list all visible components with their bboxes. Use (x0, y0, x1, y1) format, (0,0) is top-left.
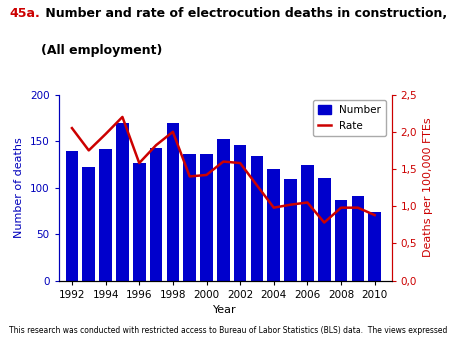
Bar (267, 169, 280, 281)
Y-axis label: Number of deaths: Number of deaths (14, 137, 24, 238)
Y-axis label: Deaths per 100,000 FTEs: Deaths per 100,000 FTEs (423, 118, 433, 258)
Bar (318, 178, 331, 281)
Text: (All employment): (All employment) (41, 44, 163, 57)
Bar (351, 196, 364, 281)
Bar (200, 154, 213, 281)
Bar (369, 212, 381, 281)
X-axis label: Year: Year (213, 305, 237, 315)
Text: 45a.: 45a. (9, 7, 40, 20)
Bar (166, 123, 179, 281)
Bar (301, 165, 314, 281)
Bar (335, 200, 347, 281)
Bar (82, 167, 95, 281)
Bar (251, 156, 263, 281)
Legend: Number, Rate: Number, Rate (313, 100, 386, 136)
Text: This research was conducted with restricted access to Bureau of Labor Statistics: This research was conducted with restric… (9, 325, 450, 335)
Bar (234, 145, 247, 281)
Bar (184, 154, 196, 281)
Bar (284, 179, 297, 281)
Bar (116, 123, 129, 281)
Bar (150, 148, 162, 281)
Bar (99, 149, 112, 281)
Text: Number and rate of electrocution deaths in construction, 1992-2010: Number and rate of electrocution deaths … (41, 7, 450, 20)
Bar (133, 164, 145, 281)
Bar (66, 151, 78, 281)
Bar (217, 139, 230, 281)
